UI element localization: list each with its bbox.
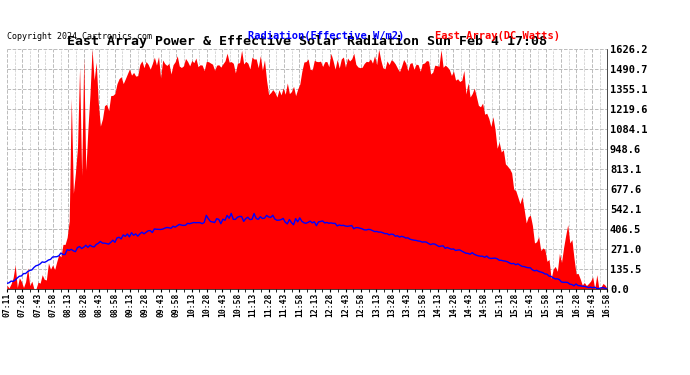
Title: East Array Power & Effective Solar Radiation Sun Feb 4 17:08: East Array Power & Effective Solar Radia… [67, 34, 547, 48]
Text: Radiation(Effective W/m2): Radiation(Effective W/m2) [248, 32, 404, 41]
Text: Copyright 2024 Cartronics.com: Copyright 2024 Cartronics.com [7, 32, 152, 41]
Text: East Array(DC Watts): East Array(DC Watts) [435, 32, 560, 41]
